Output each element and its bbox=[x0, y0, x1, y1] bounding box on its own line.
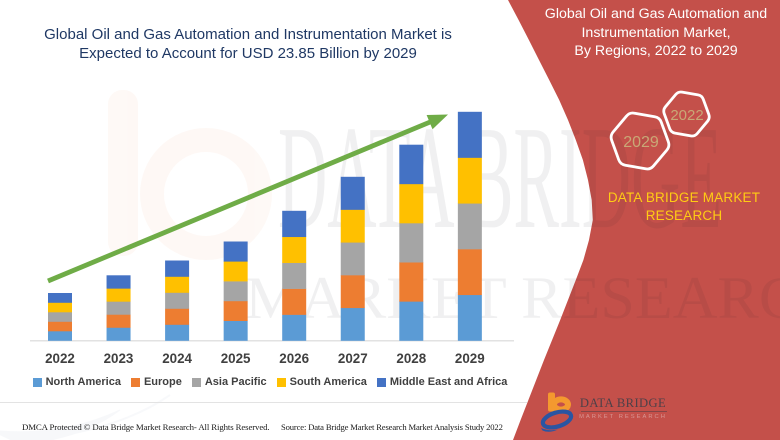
svg-text:2029: 2029 bbox=[623, 134, 659, 151]
svg-text:MARKET RESEARCH: MARKET RESEARCH bbox=[245, 265, 780, 331]
svg-text:2022: 2022 bbox=[670, 107, 703, 124]
